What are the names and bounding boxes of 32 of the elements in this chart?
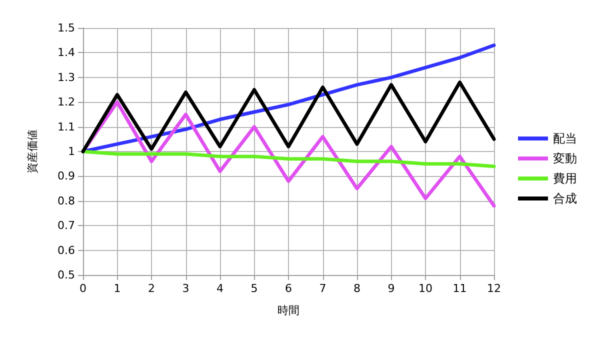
y-tick-label: 1.1 (58, 120, 75, 134)
y-tick-label: 1.3 (58, 70, 75, 84)
x-tick-label: 1 (114, 282, 121, 295)
x-tick-label: 9 (388, 282, 395, 295)
x-tick-label: 8 (354, 282, 360, 295)
legend-label: 合成 (553, 192, 577, 206)
y-tick-label: 1.4 (58, 46, 75, 60)
x-tick-label: 7 (319, 282, 326, 295)
line-series (81, 150, 496, 168)
x-tick-label: 0 (80, 282, 86, 295)
y-tick-label: 1 (68, 145, 75, 158)
y-tick-label: 1.2 (58, 96, 75, 109)
x-tick-label: 10 (418, 282, 432, 295)
x-tick-label: 12 (487, 282, 501, 295)
x-tick-label: 4 (216, 282, 224, 295)
y-tick-label: 0.6 (58, 244, 75, 257)
x-tick-label: 11 (452, 282, 467, 295)
y-axis-title: 資産価値 (26, 130, 39, 174)
legend-label: 変動 (553, 152, 577, 166)
x-tick-label: 3 (182, 282, 190, 295)
legend-label: 費用 (553, 172, 577, 186)
x-axis-title: 時間 (278, 304, 300, 317)
y-tick-label: 0.7 (58, 219, 75, 232)
y-tick-label: 0.5 (58, 268, 75, 282)
y-tick-label: 0.8 (58, 194, 75, 208)
line-series (81, 80, 496, 154)
y-tick-label: 1.5 (58, 22, 75, 34)
x-tick-label: 2 (148, 282, 155, 295)
x-tick-label: 6 (285, 282, 292, 295)
x-tick-label: 5 (250, 282, 258, 295)
legend-label: 配当 (553, 132, 577, 146)
y-tick-label: 0.9 (58, 170, 75, 183)
